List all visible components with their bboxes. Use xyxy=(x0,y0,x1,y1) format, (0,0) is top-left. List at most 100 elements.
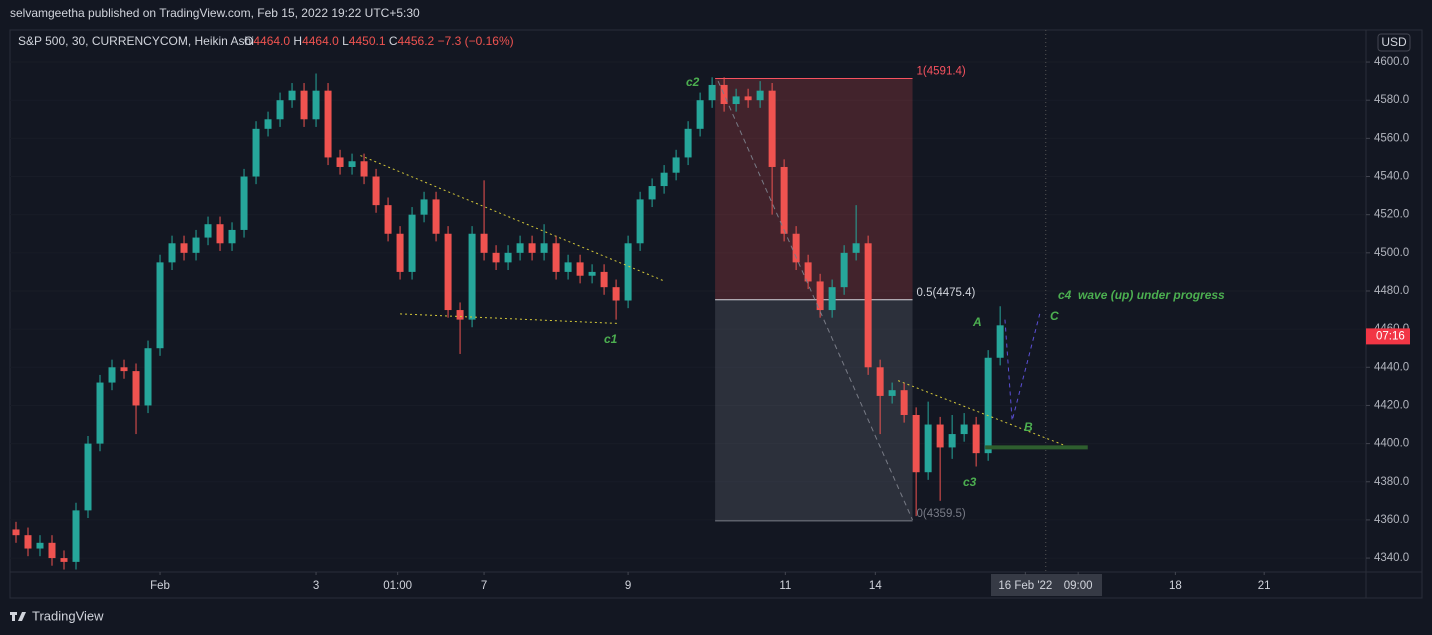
candle-body xyxy=(348,161,356,167)
candle-body xyxy=(624,243,632,301)
x-tick-label: 16 Feb '22 xyxy=(998,580,1052,592)
x-tick-label: 11 xyxy=(779,580,791,592)
candle-body xyxy=(720,84,728,105)
annotation: c1 xyxy=(604,332,618,346)
y-tick-label: 4440.0 xyxy=(1374,361,1409,373)
fib-label: 1(4591.4) xyxy=(917,65,966,77)
candle-body xyxy=(384,205,392,234)
candle-body xyxy=(768,90,776,167)
candle-body xyxy=(192,237,200,253)
candle-body xyxy=(816,281,824,311)
candle-body xyxy=(312,90,320,120)
candle-body xyxy=(108,367,116,383)
candle-body xyxy=(636,199,644,244)
annotation: c4 wave (up) under progress xyxy=(1058,288,1225,302)
candle-body xyxy=(924,424,932,473)
crosshair-label-bg xyxy=(991,574,1102,596)
candle-body xyxy=(672,157,680,173)
candle-body xyxy=(468,233,476,320)
candle-body xyxy=(156,262,164,349)
candle-body xyxy=(60,558,68,562)
candle-body xyxy=(552,243,560,272)
candle-body xyxy=(780,166,788,234)
candle-body xyxy=(504,252,512,263)
candle-body xyxy=(240,176,248,230)
candle-body xyxy=(828,287,836,311)
candle-body xyxy=(84,443,92,511)
annotation: A xyxy=(972,315,982,329)
ohlc-key: H xyxy=(293,34,302,48)
y-tick-label: 4600.0 xyxy=(1374,56,1409,68)
trend-line xyxy=(717,80,913,521)
ohlc-value: 4450.1 xyxy=(349,34,386,48)
candle-body xyxy=(864,243,872,368)
candle-body xyxy=(984,357,992,454)
candle-body xyxy=(876,367,884,396)
ohlc-change: −7.3 (−0.16%) xyxy=(438,34,514,48)
candle-body xyxy=(996,325,1004,358)
x-tick-label: Feb xyxy=(150,580,170,592)
x-tick-label: 7 xyxy=(481,580,487,592)
y-tick-label: 4400.0 xyxy=(1374,438,1409,450)
y-tick-label: 4480.0 xyxy=(1374,285,1409,297)
candle-body xyxy=(516,243,524,253)
candle-body xyxy=(396,233,404,272)
footer-brand: TradingView xyxy=(32,608,104,623)
candle-body xyxy=(684,128,692,158)
candle-body xyxy=(456,310,464,320)
candle-body xyxy=(660,172,668,187)
candle-body xyxy=(420,199,428,215)
ohlc-legend: O4464.0 H4464.0 L4450.1 C4456.2 −7.3 (−0… xyxy=(244,34,514,48)
candle-body xyxy=(132,371,140,406)
y-tick-label: 4420.0 xyxy=(1374,399,1409,411)
y-tick-label: 4380.0 xyxy=(1374,476,1409,488)
candle-body xyxy=(912,414,920,473)
candle-body xyxy=(48,542,56,559)
candle-body xyxy=(564,262,572,272)
candle-body xyxy=(852,243,860,253)
candle-body xyxy=(804,262,812,282)
candle-body xyxy=(288,90,296,101)
candle-body xyxy=(960,424,968,435)
publish-header: selvamgeetha published on TradingView.co… xyxy=(10,6,420,20)
candle-body xyxy=(576,262,584,276)
candle-body xyxy=(708,84,716,101)
countdown: 07:16 xyxy=(1376,330,1405,342)
candle-body xyxy=(432,199,440,234)
ohlc-key: C xyxy=(389,34,398,48)
candle-body xyxy=(600,271,608,288)
candle-body xyxy=(744,96,752,101)
frame xyxy=(9,29,1423,599)
candle-body xyxy=(228,229,236,244)
candle-body xyxy=(204,224,212,238)
candle-body xyxy=(144,348,152,406)
x-tick-label: 9 xyxy=(625,580,631,592)
candle-body xyxy=(696,100,704,129)
legend-symbol: S&P 500, 30, CURRENCYCOM, Heikin Ashi xyxy=(18,34,254,48)
fib-zone-lower xyxy=(715,299,913,521)
x-tick-label: 21 xyxy=(1258,580,1271,592)
x-tick-label: 14 xyxy=(869,580,882,592)
plot: 1(4591.4) 0.5(4475.4) 0(4359.5) xyxy=(10,30,1365,572)
candle-body xyxy=(252,128,260,177)
currency-box xyxy=(1377,33,1411,52)
candle-body xyxy=(24,535,32,549)
x-tick-label: 3 xyxy=(313,580,319,592)
candle-body xyxy=(756,90,764,101)
last-price-badge xyxy=(1366,328,1410,345)
ohlc-value: 4464.0 xyxy=(302,34,339,48)
candle-body xyxy=(264,119,272,129)
y-tick-label: 4500.0 xyxy=(1374,247,1409,259)
candle-body xyxy=(372,176,380,206)
logo xyxy=(10,612,26,621)
currency: USD xyxy=(1381,35,1407,49)
fib-zone-upper xyxy=(715,78,913,300)
ohlc-value: 4464.0 xyxy=(253,34,290,48)
ohlc-key: L xyxy=(342,34,349,48)
candle-body xyxy=(336,157,344,167)
x-tick-label: 18 xyxy=(1169,580,1182,592)
annotation: C xyxy=(1050,309,1059,323)
